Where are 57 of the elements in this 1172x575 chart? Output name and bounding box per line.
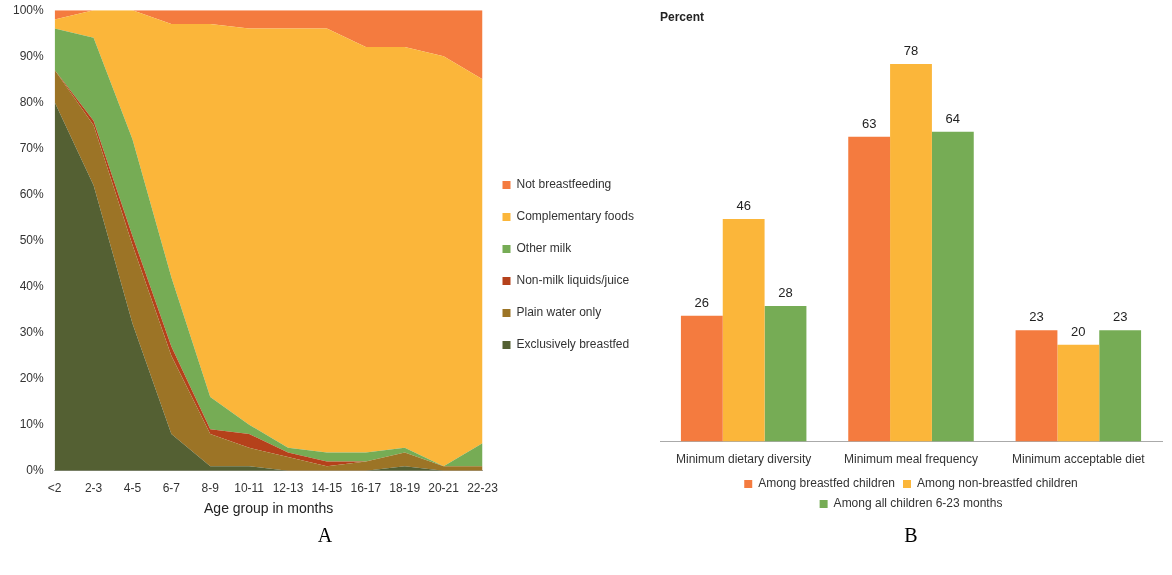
text: B xyxy=(903,524,919,547)
legend-label: Among breastfed children xyxy=(758,476,895,491)
legend-label: Non-milk liquids/juice xyxy=(516,273,630,288)
x-tick-label: Minimum acceptable diet xyxy=(1011,452,1146,467)
y-tick-label: 60% xyxy=(19,186,45,201)
legend-label: Among non-breastfed children xyxy=(916,476,1078,491)
x-tick-label: 20-21 xyxy=(428,481,460,496)
y-tick-label: 30% xyxy=(19,324,45,339)
y-tick-label: 100% xyxy=(12,2,45,17)
bar xyxy=(764,306,807,442)
bar xyxy=(1015,330,1058,442)
y-tick-label: 70% xyxy=(19,140,45,155)
x-tick-label: 8-9 xyxy=(201,481,220,496)
legend-label: Other milk xyxy=(516,241,573,256)
data-label: 28 xyxy=(778,285,793,301)
bar xyxy=(722,218,765,442)
x-tick-label: 16-17 xyxy=(350,481,382,496)
x-tick-label: 4-5 xyxy=(123,481,142,496)
y-tick-label: 90% xyxy=(19,48,45,63)
bar xyxy=(1057,344,1100,442)
bar xyxy=(931,131,974,442)
legend-label: Complementary foods xyxy=(516,209,634,224)
data-label: 23 xyxy=(1029,309,1044,325)
bar xyxy=(680,315,723,442)
data-label: 26 xyxy=(694,294,710,310)
x-axis-title: Age group in months xyxy=(203,500,334,517)
data-label: 63 xyxy=(861,115,877,131)
y-axis-title: Percent xyxy=(660,9,705,24)
x-tick-label: 10-11 xyxy=(234,481,265,496)
y-tick-label: 0% xyxy=(26,463,45,478)
data-label: 46 xyxy=(736,198,751,214)
x-tick-label: 18-19 xyxy=(389,481,421,496)
data-label: 23 xyxy=(1112,309,1128,325)
x-tick-label: 22-23 xyxy=(467,481,499,496)
x-tick-label: 6-7 xyxy=(162,481,181,496)
y-tick-label: 40% xyxy=(19,278,45,293)
legend-label: Among all children 6-23 months xyxy=(833,496,1003,511)
data-label: 20 xyxy=(1071,323,1086,339)
y-tick-label: 80% xyxy=(19,94,45,109)
bar xyxy=(848,136,891,442)
y-tick-label: 20% xyxy=(19,370,45,385)
legend-label: Plain water only xyxy=(516,305,602,320)
y-tick-label: 50% xyxy=(19,232,45,247)
data-label: 64 xyxy=(945,110,961,126)
x-tick-label: Minimum dietary diversity xyxy=(675,452,812,467)
x-tick-label: 12-13 xyxy=(272,481,304,496)
bar xyxy=(1099,330,1142,442)
legend-label: Exclusively breastfed xyxy=(516,337,630,352)
x-tick-label: Minimum meal frequency xyxy=(843,452,979,467)
x-tick-label: 2-3 xyxy=(84,481,103,496)
y-tick-label: 10% xyxy=(19,417,45,432)
x-tick-label: 14-15 xyxy=(311,481,343,496)
bar xyxy=(890,64,932,442)
data-label: 78 xyxy=(903,43,919,59)
legend-label: Not breastfeeding xyxy=(516,177,612,192)
x-tick-label: <2 xyxy=(47,481,62,496)
text: A xyxy=(316,524,334,547)
